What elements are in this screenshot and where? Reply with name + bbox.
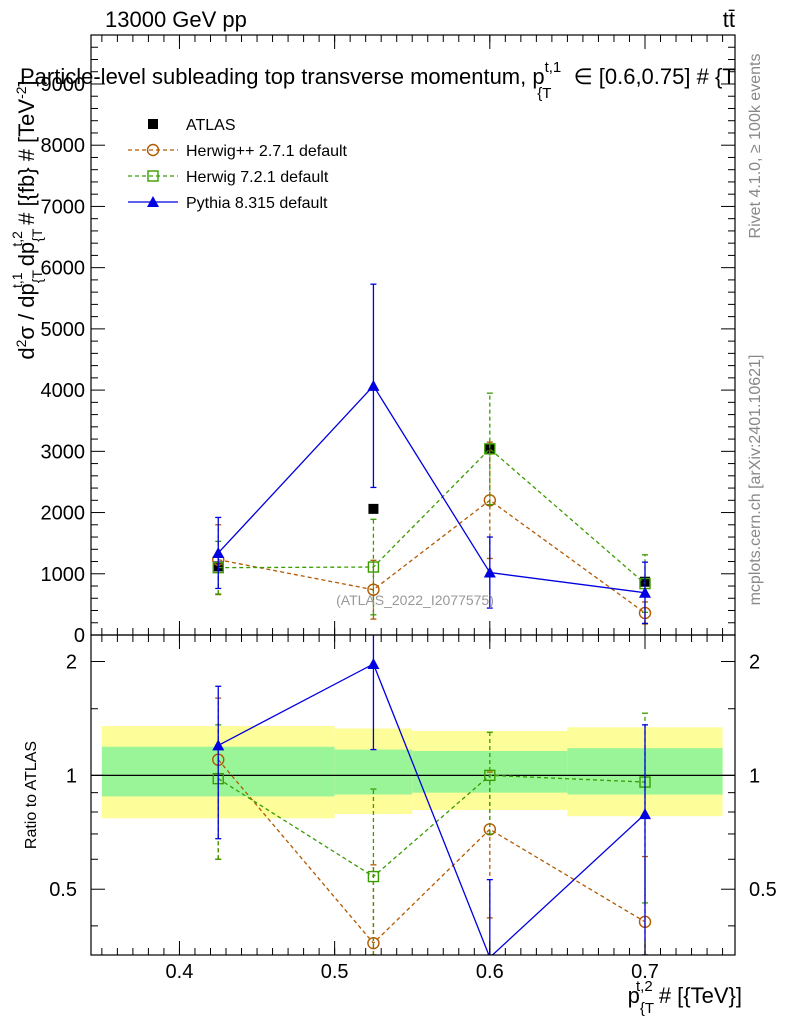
ratio-herwigpp-line xyxy=(217,759,646,945)
ratio-pythia-point xyxy=(638,808,651,820)
main-ytick-label: 1000 xyxy=(41,564,86,586)
ratio-ytick-label-right: 1 xyxy=(749,765,760,787)
main-axes: 0 1000 2000 3000 4000 5000 6000 7000 8000 9000 xyxy=(41,34,736,647)
ratio-pythia-point xyxy=(367,657,380,669)
ratio-band-inner xyxy=(334,749,413,795)
rivet-label: Rivet 4.1.0, ≥ 100k events xyxy=(747,54,764,239)
mcplots-label: mcplots.cern.ch [arXiv:2401.10621] xyxy=(747,355,764,606)
ratio-herwig7-line xyxy=(217,774,646,878)
plot-title: Particle-level subleading top transverse… xyxy=(20,59,736,102)
main-ytick-label: 7000 xyxy=(41,196,86,218)
main-herwig7-point xyxy=(367,561,380,573)
main-pythia-point xyxy=(367,379,380,391)
legend-label-herwig7: Herwig 7.2.1 default xyxy=(186,169,329,186)
ratio-pythia-line xyxy=(217,663,646,955)
legend-marker-pythia xyxy=(147,196,159,207)
ratio-pythia-point xyxy=(212,739,225,751)
main-ytick-label: 4000 xyxy=(41,380,86,402)
main-ytick-label: 3000 xyxy=(41,441,86,463)
legend-marker-atlas xyxy=(148,119,158,129)
main-marks xyxy=(212,283,652,625)
legend-marker-herwig7 xyxy=(147,170,159,182)
ratio-herwig7-point xyxy=(484,769,496,782)
x-axis-label: p{Tt,2 # [{TeV}] xyxy=(628,978,742,1017)
ratio-ytick-label-right: 0.5 xyxy=(749,879,777,901)
legend-marker-herwigpp xyxy=(146,143,160,157)
legend-label-herwigpp: Herwig++ 2.7.1 default xyxy=(186,143,348,160)
ratio-ytick-label: 2 xyxy=(66,651,77,673)
main-atlas-point xyxy=(368,503,379,514)
energy-label: 13000 GeV pp xyxy=(105,7,247,32)
process-label: tt̄ xyxy=(723,7,735,32)
legend-label-pythia: Pythia 8.315 default xyxy=(186,195,328,212)
ratio-axes: 0.5 0.5 1 1 2 2 0.4 0.5 0.6 0.7 xyxy=(49,634,777,983)
ratio-ytick-label-right: 2 xyxy=(749,651,760,673)
main-ytick-label: 9000 xyxy=(41,74,86,96)
main-y-axis-label: d2σ / dp{Tt,1 dp{Tt,2 # [{fb} # [TeV-2] xyxy=(9,80,45,359)
main-herwigpp-line xyxy=(218,499,646,614)
main-pythia-line xyxy=(217,384,646,594)
main-ytick-label: 5000 xyxy=(41,319,86,341)
main-herwig7-line xyxy=(218,447,646,585)
ratio-xtick-label: 0.7 xyxy=(631,961,659,983)
main-ytick-label: 0 xyxy=(74,625,85,647)
ratio-marks xyxy=(212,635,652,955)
ratio-xtick-label: 0.5 xyxy=(321,961,349,983)
analysis-watermark: (ATLAS_2022_I2077575) xyxy=(336,592,494,608)
main-ytick-label: 6000 xyxy=(41,258,86,280)
main-panel: (ATLAS_2022_I2077575) 0 1000 2000 3000 4000 5… xyxy=(9,34,736,647)
main-ytick-label: 2000 xyxy=(41,503,86,525)
ratio-ytick-label: 0.5 xyxy=(49,879,77,901)
main-atlas-point xyxy=(484,443,495,454)
legend: ATLAS Herwig++ 2.7.1 default Herwig 7.2.1 … xyxy=(128,117,348,212)
main-ytick-label: 8000 xyxy=(41,135,86,157)
ratio-frame xyxy=(90,634,736,956)
main-herwig7-point xyxy=(484,443,496,455)
ratio-xtick-label: 0.4 xyxy=(166,961,194,983)
ratio-xtick-label: 0.6 xyxy=(476,961,504,983)
legend-label-atlas: ATLAS xyxy=(186,117,236,134)
ratio-herwig7-point xyxy=(367,870,380,883)
main-pythia-point xyxy=(483,566,496,578)
ratio-uncertainty-bands xyxy=(91,726,735,819)
ratio-panel: 0.5 0.5 1 1 2 2 0.4 0.5 0.6 0.7 Ratio to ATLAS p{… xyxy=(23,634,777,1017)
main-pythia-point xyxy=(638,586,651,598)
ratio-ytick-label: 1 xyxy=(66,765,77,787)
ratio-y-axis-label: Ratio to ATLAS xyxy=(23,741,40,849)
main-pythia-point xyxy=(212,546,225,558)
